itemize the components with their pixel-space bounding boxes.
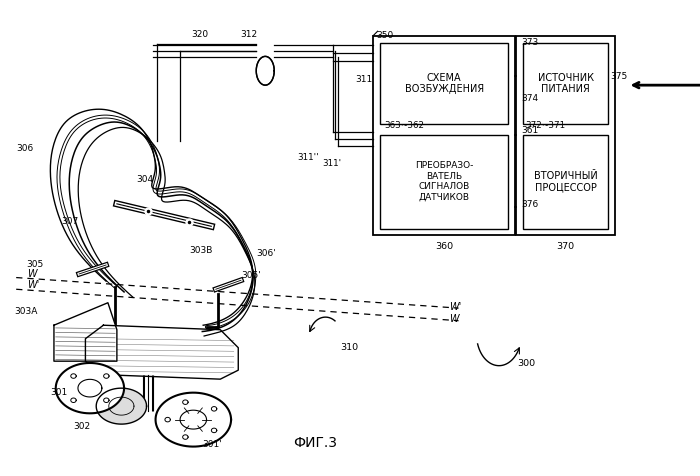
Text: 320: 320 bbox=[191, 30, 208, 40]
Text: 306: 306 bbox=[16, 144, 34, 153]
Polygon shape bbox=[155, 393, 231, 446]
Text: ПРЕОБРАЗО-
ВАТЕЛЬ
СИГНАЛОВ
ДАТЧИКОВ: ПРЕОБРАЗО- ВАТЕЛЬ СИГНАЛОВ ДАТЧИКОВ bbox=[415, 161, 473, 201]
Text: W: W bbox=[449, 314, 459, 324]
Text: W': W' bbox=[449, 302, 462, 312]
Text: 370: 370 bbox=[556, 242, 575, 250]
Bar bbox=[373, 36, 515, 235]
Text: 305': 305' bbox=[241, 271, 260, 280]
Polygon shape bbox=[54, 303, 117, 361]
Text: ~371: ~371 bbox=[541, 121, 566, 130]
Text: 375: 375 bbox=[610, 72, 627, 80]
Polygon shape bbox=[256, 56, 274, 85]
Text: СХЕМА
ВОЗБУЖДЕНИЯ: СХЕМА ВОЗБУЖДЕНИЯ bbox=[405, 72, 484, 94]
Text: ВТОРИЧНЫЙ
ПРОЦЕССОР: ВТОРИЧНЫЙ ПРОЦЕССОР bbox=[533, 170, 597, 192]
Text: 311': 311' bbox=[323, 159, 342, 168]
Polygon shape bbox=[56, 363, 124, 413]
Text: 350: 350 bbox=[377, 31, 394, 40]
Bar bbox=[380, 43, 508, 124]
Text: 312: 312 bbox=[241, 30, 258, 40]
Text: ~362: ~362 bbox=[400, 121, 424, 130]
Text: 305: 305 bbox=[26, 260, 43, 269]
Text: 372: 372 bbox=[525, 121, 542, 130]
Text: ИСТОЧНИК
ПИТАНИЯ: ИСТОЧНИК ПИТАНИЯ bbox=[538, 72, 594, 94]
Text: 373: 373 bbox=[522, 39, 539, 48]
Text: 303A: 303A bbox=[15, 307, 38, 316]
Text: 303B: 303B bbox=[189, 246, 212, 255]
Text: W: W bbox=[27, 269, 36, 279]
Text: W': W' bbox=[27, 280, 39, 290]
Bar bbox=[380, 135, 508, 229]
Text: 374: 374 bbox=[522, 94, 538, 103]
Text: 301: 301 bbox=[50, 388, 67, 397]
Text: 376: 376 bbox=[522, 200, 539, 209]
Text: 302: 302 bbox=[73, 422, 90, 431]
Text: ФИГ.3: ФИГ.3 bbox=[293, 436, 337, 450]
Text: 360: 360 bbox=[435, 242, 453, 250]
Text: 301': 301' bbox=[202, 440, 222, 449]
Text: 307: 307 bbox=[61, 218, 78, 226]
Text: 300: 300 bbox=[517, 359, 535, 368]
Text: 361: 361 bbox=[522, 126, 539, 135]
Polygon shape bbox=[96, 388, 146, 424]
Text: 310: 310 bbox=[340, 343, 358, 352]
Text: 306': 306' bbox=[256, 249, 276, 258]
Text: 304: 304 bbox=[136, 175, 154, 184]
Bar bbox=[524, 135, 608, 229]
Polygon shape bbox=[85, 325, 238, 379]
Bar bbox=[524, 43, 608, 124]
Text: 363: 363 bbox=[384, 121, 400, 130]
Text: 311'': 311'' bbox=[298, 153, 319, 161]
Bar bbox=[516, 36, 615, 235]
Text: 311: 311 bbox=[355, 75, 372, 84]
